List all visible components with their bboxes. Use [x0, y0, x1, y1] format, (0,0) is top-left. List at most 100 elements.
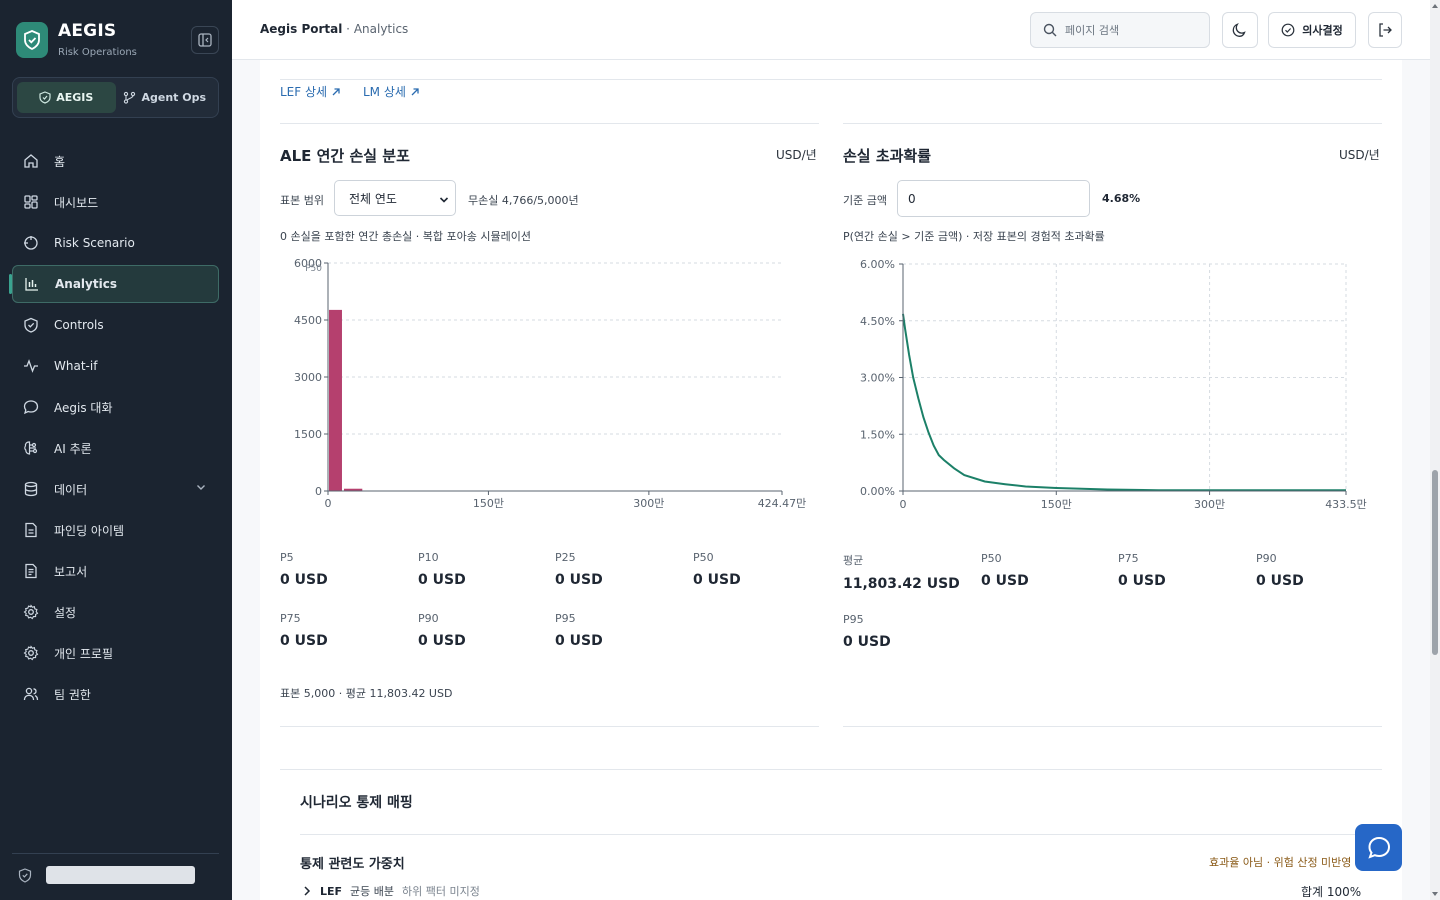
x-tick-label: 150만 [473, 497, 504, 510]
sidebar-item-label: 대시보드 [54, 195, 99, 210]
chevron-right-icon [304, 886, 311, 896]
sidebar-item-risk-scenario[interactable]: Risk Scenario [12, 224, 219, 262]
grid-icon [22, 193, 40, 211]
topbar: Aegis Portal · Analytics 페이지 검색 의사결정 [232, 0, 1430, 60]
sidebar-toggle-icon [198, 33, 212, 47]
home-icon [22, 152, 40, 170]
moon-icon [1232, 23, 1246, 37]
divider [843, 726, 1382, 727]
sample-range-select[interactable]: 전체 연도 [334, 180, 456, 216]
gear-icon [22, 644, 40, 662]
y-tick-label: 4500 [294, 314, 322, 327]
logout-button[interactable] [1368, 12, 1402, 48]
lef-detail-label: LEF 상세 [280, 85, 328, 99]
switch-agent-ops[interactable]: Agent Ops [116, 82, 215, 113]
database-icon [22, 480, 40, 498]
exceed-stat-p50: P50 0 USD [981, 552, 1029, 589]
stat-key: P50 [981, 552, 1002, 565]
sidebar-item-analytics[interactable]: Analytics [9, 265, 219, 303]
search-input[interactable]: 페이지 검색 [1030, 12, 1210, 48]
breadcrumb: Aegis Portal · Analytics [260, 22, 408, 36]
weight-row-lef[interactable]: LEF 균등 배분 하위 팩터 미지정 [302, 883, 480, 899]
sidebar-item-controls[interactable]: Controls [12, 306, 219, 344]
brand-logo-icon [16, 22, 48, 58]
scroll-up-icon [1432, 4, 1438, 8]
decision-button-label: 의사결정 [1302, 24, 1343, 37]
x-tick-label: 433.5만 [1325, 498, 1367, 511]
sidebar-item-label: 데이터 [54, 482, 88, 497]
divider [280, 79, 1382, 80]
sample-range-value: 전체 연도 [349, 191, 397, 206]
sidebar-item-label: 팀 권한 [54, 687, 91, 702]
y-tick-label: 1500 [294, 428, 322, 441]
branch-icon [124, 91, 136, 104]
lm-detail-link[interactable]: LM 상세 [363, 83, 420, 100]
divider [280, 123, 819, 124]
stat-value: 0 USD [555, 633, 603, 649]
exceed-stat-mean: 평균 11,803.42 USD [843, 552, 960, 592]
sidebar-item-what-if[interactable]: What-if [12, 347, 219, 385]
sidebar-item-label: 홈 [54, 154, 66, 169]
external-link-icon [411, 87, 419, 95]
brand[interactable]: AEGIS Risk Operations [16, 22, 137, 58]
ale-panel-title: ALE 연간 손실 분포 [280, 147, 410, 165]
stat-key: P95 [555, 612, 576, 625]
scrollbar-thumb[interactable] [1432, 470, 1438, 655]
users-icon [22, 685, 40, 703]
y-tick-label: 3000 [294, 371, 322, 384]
breadcrumb-root[interactable]: Aegis Portal [260, 22, 343, 36]
switch-aegis[interactable]: AEGIS [17, 82, 116, 113]
threshold-label: 기준 금액 [843, 194, 887, 207]
brand-subtitle: Risk Operations [58, 47, 137, 58]
y-tick-label: 1.50% [860, 428, 895, 441]
ale-subtitle: 0 손실을 포함한 연간 총손실 · 복합 포아송 시뮬레이션 [280, 230, 531, 243]
exceed-stat-p95: P95 0 USD [843, 613, 891, 650]
threshold-input[interactable]: 0 [897, 180, 1090, 217]
theme-toggle-button[interactable] [1222, 12, 1258, 48]
y-tick-label: 6.00% [860, 258, 895, 271]
sidebar-item-label: Aegis 대화 [54, 400, 113, 415]
sidebar-item-findings[interactable]: 파인딩 아이템 [12, 511, 219, 549]
logout-icon [1379, 23, 1392, 37]
stat-key: P75 [280, 612, 301, 625]
sidebar-item-team-permissions[interactable]: 팀 권한 [12, 675, 219, 713]
ale-footnote: 표본 5,000 · 평균 11,803.42 USD [280, 687, 453, 700]
stat-key: 평균 [843, 554, 864, 567]
check-circle-icon [1281, 23, 1295, 37]
stat-value: 0 USD [280, 633, 328, 649]
sidebar-item-label: 개인 프로필 [54, 646, 114, 661]
stat-value: 0 USD [418, 633, 466, 649]
divider [843, 123, 1382, 124]
lef-detail-link[interactable]: LEF 상세 [280, 83, 341, 100]
sidebar-item-home[interactable]: 홈 [12, 142, 219, 180]
chevron-down-icon[interactable] [195, 481, 207, 496]
sidebar-item-data[interactable]: 데이터 [12, 470, 219, 508]
chat-icon [22, 398, 40, 416]
chat-fab-button[interactable] [1355, 824, 1402, 871]
sidebar-item-aegis-chat[interactable]: Aegis 대화 [12, 388, 219, 426]
ale-stat-p10: P10 0 USD [418, 551, 466, 588]
stat-value: 0 USD [1256, 573, 1304, 589]
sidebar-item-label: AI 추론 [54, 441, 92, 456]
sidebar-collapse-button[interactable] [191, 26, 219, 54]
sidebar-item-label: Analytics [55, 277, 117, 291]
search-placeholder: 페이지 검색 [1065, 24, 1120, 37]
scrollbar[interactable] [1430, 0, 1440, 900]
stat-key: P10 [418, 551, 439, 564]
ale-stat-p90: P90 0 USD [418, 612, 466, 649]
sidebar-item-ai-reasoning[interactable]: AI 추론 [12, 429, 219, 467]
decision-button[interactable]: 의사결정 [1268, 12, 1356, 48]
weights-title: 통제 관련도 가중치 [300, 857, 405, 872]
sidebar-item-reports[interactable]: 보고서 [12, 552, 219, 590]
sidebar-item-dashboard[interactable]: 대시보드 [12, 183, 219, 221]
sidebar-item-settings[interactable]: 설정 [12, 593, 219, 631]
sidebar-item-label: 파인딩 아이템 [54, 523, 125, 538]
sidebar-item-profile[interactable]: 개인 프로필 [12, 634, 219, 672]
sidebar-item-label: Controls [54, 318, 104, 332]
user-placeholder-bar[interactable] [46, 866, 195, 884]
weight-total: 합계 100% [1301, 885, 1362, 899]
stat-key: P25 [555, 551, 576, 564]
x-tick-label: 300만 [633, 497, 664, 510]
y-tick-label: 3.00% [860, 372, 895, 385]
